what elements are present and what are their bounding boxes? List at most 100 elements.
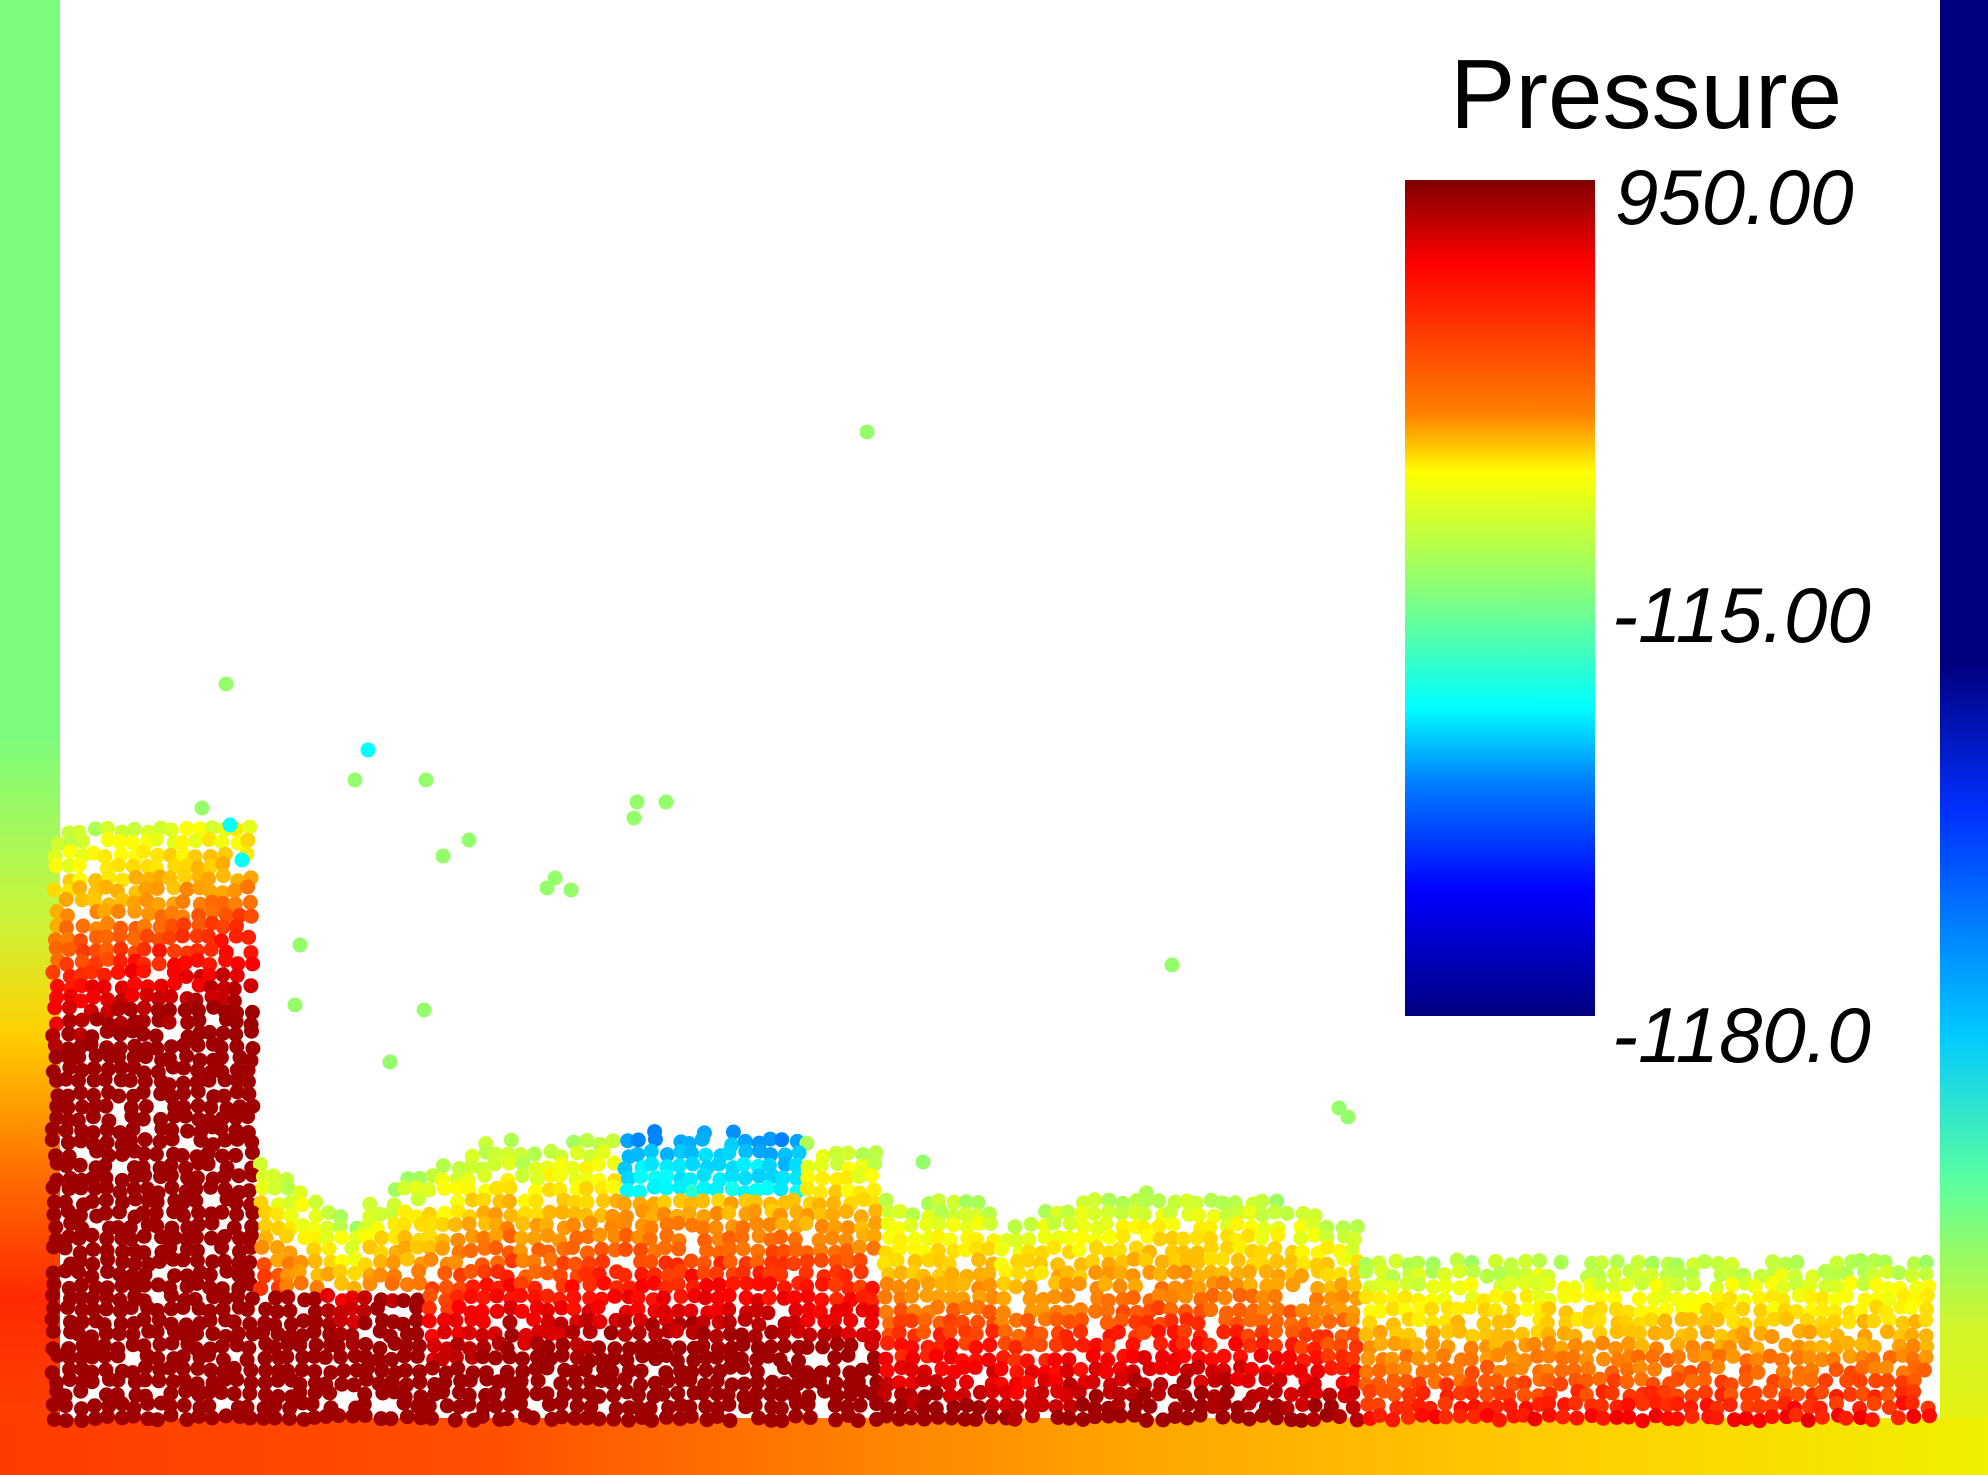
particle	[48, 940, 64, 956]
particle	[619, 1384, 635, 1400]
particle	[751, 1228, 767, 1244]
particle	[1643, 1312, 1659, 1328]
particle	[344, 1300, 359, 1316]
particle	[139, 987, 155, 1003]
particle	[1193, 1374, 1209, 1390]
particle	[175, 835, 190, 850]
particle	[1136, 1387, 1152, 1402]
particle	[1085, 1348, 1101, 1364]
particle	[773, 1229, 788, 1245]
particle	[1202, 1337, 1218, 1353]
droplet	[287, 997, 303, 1013]
particle	[279, 1349, 295, 1365]
particle	[1726, 1412, 1742, 1428]
particle	[86, 892, 102, 908]
particle	[1814, 1352, 1830, 1368]
particle	[891, 1325, 907, 1341]
particle	[150, 896, 166, 912]
particle	[1153, 1359, 1169, 1375]
particle	[1591, 1312, 1607, 1328]
particle	[175, 847, 191, 863]
particle	[135, 1111, 151, 1127]
particle	[163, 1386, 179, 1401]
particle	[203, 1179, 219, 1195]
particle	[1903, 1300, 1919, 1316]
particle	[1411, 1312, 1427, 1328]
particle	[148, 1146, 164, 1162]
particle	[1306, 1227, 1322, 1243]
particle	[478, 1216, 493, 1232]
particle	[167, 858, 183, 874]
particle	[1464, 1385, 1480, 1401]
particle	[46, 1239, 61, 1255]
particle	[60, 1100, 76, 1116]
particle	[100, 1264, 116, 1280]
particle	[228, 1110, 244, 1126]
particle	[226, 981, 242, 997]
particle	[1258, 1264, 1274, 1280]
particle	[1818, 1278, 1833, 1294]
particle	[531, 1324, 547, 1340]
particle	[412, 1364, 428, 1380]
particle	[1254, 1230, 1269, 1246]
particle	[1372, 1291, 1388, 1307]
particle	[151, 1312, 167, 1328]
particle	[646, 1179, 662, 1195]
particle	[1294, 1244, 1310, 1260]
particle	[152, 943, 167, 959]
particle	[252, 1156, 268, 1172]
particle	[1007, 1219, 1023, 1235]
particle	[1138, 1412, 1154, 1428]
particle	[983, 1215, 999, 1231]
particle	[409, 1299, 424, 1315]
particle	[204, 1410, 220, 1426]
particle	[292, 1185, 308, 1201]
particle	[1437, 1267, 1453, 1283]
particle	[971, 1400, 987, 1416]
particle	[1099, 1315, 1115, 1331]
particle	[200, 1156, 216, 1172]
droplet	[292, 937, 308, 953]
particle	[1735, 1301, 1751, 1317]
particle	[320, 1303, 336, 1319]
particle	[1063, 1399, 1079, 1415]
particle	[1254, 1325, 1270, 1341]
particle	[265, 1168, 281, 1184]
particle	[422, 1240, 438, 1256]
particle	[1569, 1410, 1585, 1426]
particle	[501, 1193, 517, 1209]
particle	[203, 1230, 219, 1246]
particle	[1310, 1281, 1326, 1296]
particle	[282, 1411, 297, 1426]
particle	[1334, 1360, 1350, 1376]
particle	[750, 1340, 766, 1356]
particle	[46, 1207, 62, 1222]
particle	[100, 951, 116, 967]
particle	[530, 1373, 546, 1389]
particle	[255, 1180, 271, 1196]
particle	[568, 1256, 583, 1272]
particle	[982, 1277, 998, 1293]
particle	[1220, 1240, 1235, 1256]
particle	[1219, 1384, 1235, 1400]
particle	[396, 1217, 412, 1233]
particle	[204, 820, 220, 836]
particle	[685, 1156, 701, 1172]
particle	[294, 1197, 310, 1213]
particle	[126, 1408, 142, 1424]
particle	[206, 999, 222, 1015]
particle	[152, 1134, 168, 1150]
particle	[125, 858, 141, 874]
particle	[138, 1099, 154, 1115]
particle	[45, 1265, 61, 1281]
particle	[1062, 1215, 1078, 1231]
particle	[1635, 1396, 1651, 1412]
particle	[1841, 1314, 1857, 1330]
particle	[917, 1389, 933, 1405]
particle	[151, 1373, 167, 1389]
particle	[439, 1398, 455, 1414]
particle	[829, 1336, 845, 1352]
particle	[1698, 1349, 1714, 1365]
particle	[374, 1230, 390, 1246]
particle	[1058, 1276, 1074, 1292]
